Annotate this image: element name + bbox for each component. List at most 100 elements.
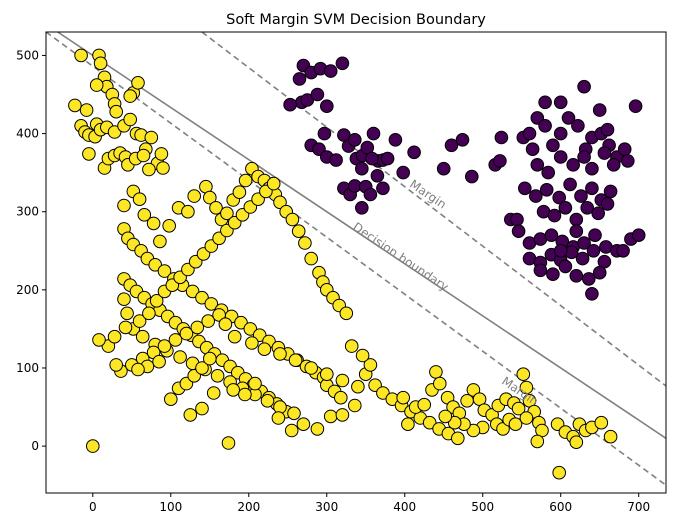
data-point-class-b xyxy=(203,190,217,205)
data-point-class-a xyxy=(577,150,591,164)
data-point-class-a xyxy=(283,97,297,112)
data-point-class-a xyxy=(600,122,615,137)
data-point-class-a xyxy=(522,126,537,141)
data-point-class-b xyxy=(288,353,303,368)
data-point-class-b xyxy=(287,406,301,421)
data-point-class-a xyxy=(588,228,602,242)
data-point-class-b xyxy=(190,320,205,335)
data-point-class-b xyxy=(89,78,104,92)
data-point-class-b xyxy=(238,173,253,188)
data-point-class-a xyxy=(628,99,643,113)
data-point-class-b xyxy=(120,306,134,321)
data-point-class-b xyxy=(257,342,272,357)
data-point-class-b xyxy=(156,161,170,175)
data-point-class-a xyxy=(355,201,369,215)
data-point-class-b xyxy=(320,367,334,382)
data-point-class-b xyxy=(86,439,100,453)
data-point-class-b xyxy=(117,292,131,307)
data-point-class-a xyxy=(465,169,479,184)
data-point-class-b xyxy=(335,373,350,388)
data-point-class-b xyxy=(519,411,534,425)
data-point-class-a xyxy=(566,158,581,172)
data-point-class-b xyxy=(157,264,172,278)
y-tick-label: 100 xyxy=(16,361,39,375)
data-point-class-b xyxy=(168,333,183,347)
data-point-class-b xyxy=(74,48,88,63)
data-point-class-b xyxy=(152,354,166,369)
data-point-class-b xyxy=(179,326,194,341)
data-point-class-b xyxy=(131,362,145,377)
data-point-class-a xyxy=(370,169,385,183)
data-point-class-b xyxy=(137,208,152,222)
data-point-class-b xyxy=(146,216,161,231)
data-point-class-b xyxy=(310,422,325,436)
data-point-class-a xyxy=(538,119,552,133)
data-point-class-a xyxy=(455,133,470,147)
data-point-class-a xyxy=(553,244,568,258)
data-point-class-b xyxy=(376,386,390,400)
data-point-class-a xyxy=(563,177,577,192)
plot-frame xyxy=(45,31,667,494)
data-point-class-a xyxy=(569,224,584,238)
data-point-class-b xyxy=(351,379,365,394)
data-point-class-a xyxy=(407,145,421,160)
data-point-class-b xyxy=(396,390,411,405)
data-point-class-b xyxy=(132,192,147,206)
chart-title: Soft Margin SVM Decision Boundary xyxy=(226,12,486,28)
data-point-class-b xyxy=(195,401,209,416)
data-point-class-b xyxy=(101,339,116,353)
data-point-class-a xyxy=(569,212,584,227)
data-point-class-a xyxy=(585,287,599,301)
data-point-class-b xyxy=(417,397,432,412)
x-tick-label: 0 xyxy=(89,500,97,514)
data-point-class-b xyxy=(273,347,287,361)
data-point-class-b xyxy=(142,162,156,177)
data-point-class-a xyxy=(436,161,451,176)
data-point-class-b xyxy=(183,408,198,422)
data-point-class-a xyxy=(380,151,395,166)
data-point-class-b xyxy=(284,423,299,438)
data-point-class-b xyxy=(569,435,584,450)
data-point-class-b xyxy=(344,339,359,353)
data-point-class-b xyxy=(438,409,453,424)
data-point-class-a xyxy=(323,64,338,78)
data-point-class-a xyxy=(631,228,646,242)
data-point-class-b xyxy=(212,308,226,322)
data-point-class-b xyxy=(220,206,234,221)
data-point-class-a xyxy=(617,142,632,156)
data-point-class-a xyxy=(494,130,509,145)
data-point-class-a xyxy=(292,72,307,86)
data-point-class-b xyxy=(107,329,122,344)
data-point-class-b xyxy=(118,320,133,335)
data-point-class-b xyxy=(363,358,378,372)
data-point-class-a xyxy=(558,259,573,274)
data-point-class-b xyxy=(273,195,287,210)
data-point-class-b xyxy=(451,431,465,446)
data-point-class-a xyxy=(582,272,596,286)
y-tick-label: 400 xyxy=(16,127,39,141)
data-point-class-b xyxy=(206,386,221,400)
y-tick-label: 0 xyxy=(31,439,39,453)
x-tick-label: 300 xyxy=(315,500,338,514)
data-point-class-a xyxy=(388,133,403,147)
data-point-class-a xyxy=(552,190,567,205)
data-point-class-a xyxy=(580,201,595,215)
data-point-class-b xyxy=(245,336,259,350)
data-point-class-a xyxy=(317,126,332,141)
data-point-class-b xyxy=(93,56,108,71)
data-point-class-a xyxy=(444,138,459,153)
data-point-class-b xyxy=(291,224,306,238)
margin-line xyxy=(46,32,666,486)
data-point-class-a xyxy=(592,265,607,280)
data-point-class-a xyxy=(591,206,606,221)
data-point-class-a xyxy=(363,187,378,202)
data-point-class-b xyxy=(173,350,187,364)
data-point-class-b xyxy=(157,339,172,353)
data-point-class-a xyxy=(597,146,612,160)
data-point-class-b xyxy=(153,234,167,249)
data-point-class-b xyxy=(226,383,240,397)
x-tick-label: 700 xyxy=(627,500,650,514)
margin-line xyxy=(201,32,666,387)
data-point-class-b xyxy=(298,236,312,250)
